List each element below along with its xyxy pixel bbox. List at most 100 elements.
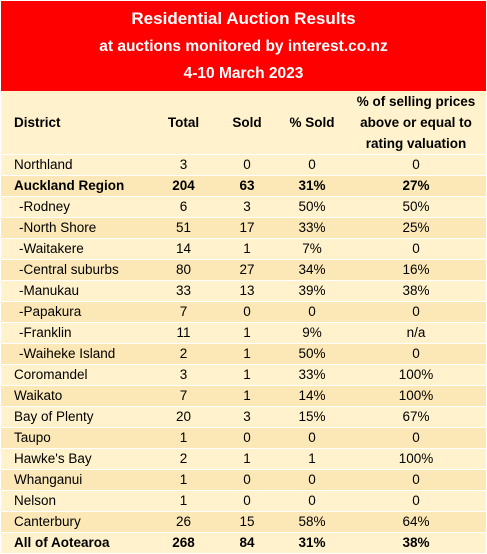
header-banner: Residential Auction Results at auctions … — [1, 1, 486, 91]
table-row: Canterbury 26 15 58% 64% — [1, 511, 486, 533]
cell-pct-above-valuation: 0 — [346, 427, 486, 449]
cell-pct-above-valuation: 0 — [346, 154, 486, 176]
cell-sold: 1 — [216, 385, 278, 407]
cell-district: All of Aotearoa — [1, 532, 151, 554]
column-header-sold: Sold — [216, 91, 278, 155]
cell-total: 3 — [151, 364, 216, 386]
cell-district: -Central suburbs — [1, 259, 151, 281]
column-header-pct-above-valuation: % of selling prices above or equal to rati… — [346, 91, 486, 155]
cell-district: Northland — [1, 154, 151, 176]
page-subtitle: at auctions monitored by interest.co.nz — [99, 38, 388, 55]
table-row: Taupo 1 0 0 0 — [1, 427, 486, 449]
cell-pct-sold: 0 — [278, 301, 346, 323]
cell-district: -Franklin — [1, 322, 151, 344]
table-row: -Waitakere 14 1 7% 0 — [1, 238, 486, 260]
table-header-row: District Total Sold % Sold % of selling … — [1, 91, 486, 155]
cell-district: -Manukau — [1, 280, 151, 302]
cell-sold: 13 — [216, 280, 278, 302]
page-title: Residential Auction Results — [131, 9, 356, 28]
table-row: All of Aotearoa 268 84 31% 38% — [1, 532, 486, 554]
cell-district: Nelson — [1, 490, 151, 512]
cell-pct-above-valuation: 25% — [346, 217, 486, 239]
cell-total: 268 — [151, 532, 216, 554]
cell-sold: 0 — [216, 427, 278, 449]
table-row: -Papakura 7 0 0 0 — [1, 301, 486, 323]
cell-pct-sold: 31% — [278, 175, 346, 197]
cell-sold: 63 — [216, 175, 278, 197]
cell-total: 80 — [151, 259, 216, 281]
cell-pct-above-valuation: 0 — [346, 238, 486, 260]
cell-total: 7 — [151, 385, 216, 407]
cell-pct-sold: 0 — [278, 427, 346, 449]
column-header-pct-sold: % Sold — [278, 91, 346, 155]
cell-district: Auckland Region — [1, 175, 151, 197]
cell-sold: 3 — [216, 406, 278, 428]
table-row: Waikato 7 1 14% 100% — [1, 385, 486, 407]
cell-pct-sold: 15% — [278, 406, 346, 428]
cell-total: 1 — [151, 469, 216, 491]
table-row: Bay of Plenty 20 3 15% 67% — [1, 406, 486, 428]
cell-pct-sold: 50% — [278, 343, 346, 365]
cell-sold: 15 — [216, 511, 278, 533]
cell-total: 1 — [151, 427, 216, 449]
cell-total: 6 — [151, 196, 216, 218]
date-range: 4-10 March 2023 — [183, 65, 304, 82]
cell-pct-sold: 34% — [278, 259, 346, 281]
cell-sold: 3 — [216, 196, 278, 218]
table-row: -North Shore 51 17 33% 25% — [1, 217, 486, 239]
cell-total: 33 — [151, 280, 216, 302]
cell-district: Whanganui — [1, 469, 151, 491]
table-row: Northland 3 0 0 0 — [1, 154, 486, 176]
cell-sold: 1 — [216, 238, 278, 260]
table-row: -Franklin 11 1 9% n/a — [1, 322, 486, 344]
cell-sold: 17 — [216, 217, 278, 239]
column-header-district: District — [1, 91, 151, 155]
cell-pct-sold: 58% — [278, 511, 346, 533]
cell-pct-above-valuation: 100% — [346, 364, 486, 386]
cell-pct-above-valuation: 38% — [346, 280, 486, 302]
cell-pct-sold: 0 — [278, 490, 346, 512]
cell-pct-sold: 0 — [278, 154, 346, 176]
cell-sold: 84 — [216, 532, 278, 554]
cell-pct-sold: 1 — [278, 448, 346, 470]
cell-total: 3 — [151, 154, 216, 176]
table-row: Nelson 1 0 0 0 — [1, 490, 486, 512]
cell-pct-sold: 31% — [278, 532, 346, 554]
cell-pct-above-valuation: 27% — [346, 175, 486, 197]
cell-pct-above-valuation: 64% — [346, 511, 486, 533]
cell-sold: 0 — [216, 490, 278, 512]
cell-district: Waikato — [1, 385, 151, 407]
table-row: -Central suburbs 80 27 34% 16% — [1, 259, 486, 281]
table-row: -Rodney 6 3 50% 50% — [1, 196, 486, 218]
cell-pct-sold: 50% — [278, 196, 346, 218]
cell-total: 1 — [151, 490, 216, 512]
cell-district: Canterbury — [1, 511, 151, 533]
cell-district: -North Shore — [1, 217, 151, 239]
cell-pct-above-valuation: 0 — [346, 343, 486, 365]
cell-pct-sold: 33% — [278, 364, 346, 386]
cell-total: 2 — [151, 448, 216, 470]
cell-pct-above-valuation: 38% — [346, 532, 486, 554]
cell-total: 2 — [151, 343, 216, 365]
cell-district: -Rodney — [1, 196, 151, 218]
cell-pct-sold: 7% — [278, 238, 346, 260]
cell-pct-above-valuation: 50% — [346, 196, 486, 218]
cell-pct-above-valuation: 100% — [346, 385, 486, 407]
cell-pct-sold: 14% — [278, 385, 346, 407]
table-row: Coromandel 3 1 33% 100% — [1, 364, 486, 386]
results-table: District Total Sold % Sold % of selling … — [1, 91, 486, 554]
cell-sold: 1 — [216, 448, 278, 470]
cell-total: 14 — [151, 238, 216, 260]
cell-pct-above-valuation: 16% — [346, 259, 486, 281]
cell-sold: 0 — [216, 469, 278, 491]
cell-district: Coromandel — [1, 364, 151, 386]
cell-pct-sold: 33% — [278, 217, 346, 239]
cell-sold: 1 — [216, 364, 278, 386]
cell-sold: 1 — [216, 343, 278, 365]
cell-sold: 0 — [216, 301, 278, 323]
cell-pct-above-valuation: 0 — [346, 490, 486, 512]
table-row: Auckland Region 204 63 31% 27% — [1, 175, 486, 197]
table-row: -Waiheke Island 2 1 50% 0 — [1, 343, 486, 365]
cell-district: Taupo — [1, 427, 151, 449]
cell-district: -Papakura — [1, 301, 151, 323]
